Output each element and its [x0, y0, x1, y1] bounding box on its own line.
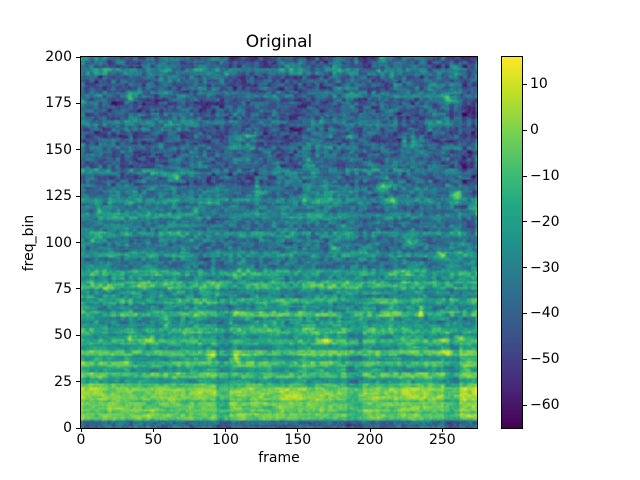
y-tick-label: 75 — [54, 280, 72, 297]
axes-frame — [80, 56, 478, 429]
colorbar-gradient — [502, 57, 522, 428]
y-tick-label: 175 — [45, 95, 72, 112]
y-tick-label: 0 — [63, 420, 72, 436]
x-tick-mark — [369, 428, 371, 432]
plot-title: Original — [245, 32, 313, 52]
y-tick-mark — [76, 56, 80, 58]
y-tick-mark — [76, 381, 80, 383]
colorbar-tick-label: −30 — [530, 259, 560, 276]
x-tick-mark — [80, 428, 82, 432]
y-tick-label: 125 — [45, 188, 72, 205]
x-tick-mark — [297, 428, 299, 432]
y-tick-mark — [76, 242, 80, 243]
y-tick-label: 150 — [45, 141, 72, 158]
spectrogram-heatmap — [81, 57, 477, 428]
colorbar-tick-mark — [523, 267, 527, 269]
colorbar-tick-mark — [523, 358, 527, 360]
colorbar-tick-mark — [523, 404, 527, 406]
x-tick-mark — [152, 428, 154, 432]
y-tick-mark — [76, 195, 80, 197]
x-axis-label: frame — [258, 450, 300, 466]
x-tick-label: 0 — [76, 432, 86, 448]
x-tick-label: 50 — [144, 432, 163, 448]
y-tick-label: 25 — [54, 373, 72, 390]
colorbar-tick-label: −40 — [530, 305, 560, 322]
x-tick-mark — [225, 428, 227, 432]
y-tick-label: 50 — [54, 327, 72, 344]
colorbar-tick-label: 10 — [530, 76, 548, 93]
y-tick-label: 200 — [45, 49, 72, 65]
y-tick-mark — [76, 149, 80, 151]
y-tick-mark — [76, 334, 80, 336]
colorbar-tick-label: 0 — [530, 122, 539, 139]
x-tick-label: 250 — [428, 432, 456, 448]
colorbar-tick-mark — [523, 175, 527, 177]
x-tick-label: 200 — [356, 432, 384, 448]
colorbar-tick-label: −20 — [530, 213, 560, 230]
x-tick-label: 100 — [212, 432, 239, 448]
colorbar-tick-label: −60 — [530, 397, 560, 414]
colorbar-tick-mark — [523, 83, 527, 85]
y-tick-mark — [76, 288, 80, 290]
y-tick-mark — [76, 102, 80, 104]
x-tick-label: 150 — [284, 432, 312, 448]
x-tick-mark — [441, 428, 443, 432]
colorbar-tick-mark — [523, 221, 527, 223]
y-tick-mark — [76, 427, 80, 429]
y-tick-label: 100 — [45, 234, 72, 251]
colorbar-tick-mark — [523, 312, 527, 314]
colorbar-frame — [501, 56, 523, 429]
colorbar-tick-label: −10 — [530, 168, 560, 185]
colorbar-tick-mark — [523, 129, 527, 131]
colorbar-tick-label: −50 — [530, 351, 560, 368]
